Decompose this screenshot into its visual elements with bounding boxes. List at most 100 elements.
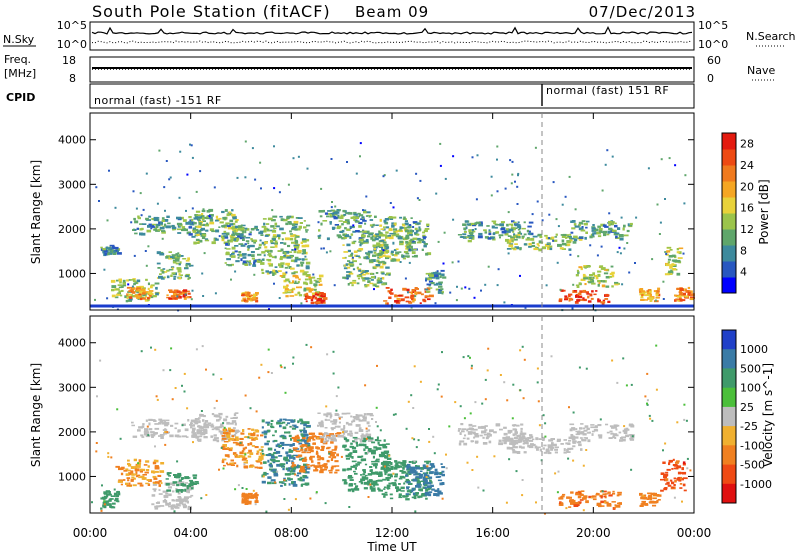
velocity-scatter-cell: [572, 459, 575, 462]
power-cell: [250, 299, 253, 302]
velocity-cell: [234, 429, 237, 433]
velocity-cell: [573, 504, 579, 507]
velocity-cell: [166, 473, 170, 476]
power-cell: [142, 287, 146, 290]
power-cell: [211, 230, 215, 233]
velocity-cell: [536, 448, 539, 451]
power-cell: [116, 293, 121, 296]
power-cell: [383, 300, 388, 302]
velocity-cell: [344, 480, 347, 483]
velocity-cell: [282, 467, 285, 471]
velocity-cell: [424, 493, 430, 496]
velocity-cell: [507, 429, 513, 433]
power-cell: [361, 216, 365, 219]
velocity-cell: [483, 433, 489, 436]
power-colorbar-tick: 28: [740, 138, 754, 151]
velocity-cell: [352, 436, 358, 439]
power-cell: [689, 290, 693, 294]
velocity-cell: [441, 482, 445, 485]
velocity-cell: [548, 439, 554, 442]
velocity-cell: [196, 429, 200, 432]
power-cell: [231, 227, 234, 230]
power-cell: [666, 246, 672, 249]
velocity-scatter-cell: [107, 452, 110, 455]
power-cell: [246, 295, 249, 298]
velocity-cell: [434, 468, 438, 472]
power-scatter-cell: [380, 277, 383, 280]
power-cell: [187, 257, 190, 260]
power-cell: [687, 293, 691, 296]
velocity-cell: [247, 452, 250, 454]
velocity-scatter-cell: [99, 359, 102, 362]
velocity-cell: [158, 435, 163, 437]
power-cell: [412, 294, 415, 297]
power-cell: [369, 282, 374, 285]
velocity-scatter-cell: [481, 402, 484, 405]
velocity-cell: [423, 475, 427, 478]
velocity-cell: [332, 456, 337, 459]
velocity-cell: [554, 448, 558, 451]
velocity-cell: [288, 479, 291, 481]
power-cell: [583, 265, 588, 267]
velocity-cell: [182, 483, 187, 487]
freq-unit-label: [MHz]: [4, 67, 36, 80]
velocity-cell: [288, 419, 293, 421]
velocity-cell: [165, 419, 170, 422]
velocity-cell: [349, 445, 354, 448]
power-cell: [314, 292, 318, 294]
power-cell: [428, 277, 432, 280]
x-tick-label: 16:00: [475, 526, 510, 540]
power-cell: [571, 237, 575, 240]
velocity-cell: [317, 461, 321, 465]
power-cell: [126, 296, 129, 299]
power-cell: [250, 251, 255, 254]
power-cell: [290, 234, 295, 238]
velocity-cell: [218, 430, 222, 433]
power-cell: [353, 211, 357, 215]
velocity-cell: [285, 424, 288, 426]
velocity-cell: [514, 430, 517, 434]
velocity-cell: [361, 476, 366, 480]
power-scatter-cell: [278, 191, 281, 194]
velocity-cell: [154, 423, 159, 425]
velocity-cell: [323, 440, 326, 444]
power-cell: [393, 232, 396, 235]
power-cell: [263, 229, 267, 233]
power-cell: [463, 227, 467, 231]
velocity-cell: [194, 418, 198, 421]
velocity-cell: [177, 472, 182, 476]
power-scatter-cell: [528, 230, 531, 233]
velocity-cell: [673, 467, 676, 470]
velocity-cell: [105, 490, 110, 493]
velocity-scatter-cell: [195, 348, 198, 351]
velocity-cell: [422, 486, 425, 489]
velocity-cell: [330, 439, 335, 442]
power-cell: [236, 237, 240, 241]
power-cell: [395, 302, 401, 304]
velocity-cell: [282, 421, 286, 424]
power-cell: [506, 230, 511, 233]
power-scatter-cell: [331, 201, 333, 203]
power-scatter-cell: [382, 175, 385, 178]
velocity-cell: [587, 439, 591, 443]
velocity-cell: [243, 493, 247, 497]
velocity-colorbar-tick: 500: [740, 362, 761, 375]
velocity-cell: [571, 499, 576, 503]
nsearch-tick-bottom: 10^0: [698, 38, 728, 51]
velocity-cell: [140, 434, 144, 437]
power-cell: [177, 268, 182, 271]
velocity-cell: [170, 505, 173, 508]
velocity-cell: [376, 472, 381, 475]
power-scatter-cell: [135, 207, 138, 210]
velocity-scatter-cell: [274, 481, 277, 484]
velocity-cell: [515, 431, 518, 434]
power-scatter-cell: [471, 156, 474, 159]
nsearch-tick-top: 10^5: [698, 19, 728, 32]
velocity-cell: [375, 448, 378, 451]
velocity-cell: [158, 489, 161, 491]
power-cell: [304, 293, 308, 296]
power-scatter-cell: [130, 221, 133, 224]
velocity-cell: [299, 419, 304, 422]
power-cell: [195, 216, 200, 219]
velocity-cell: [282, 418, 287, 421]
